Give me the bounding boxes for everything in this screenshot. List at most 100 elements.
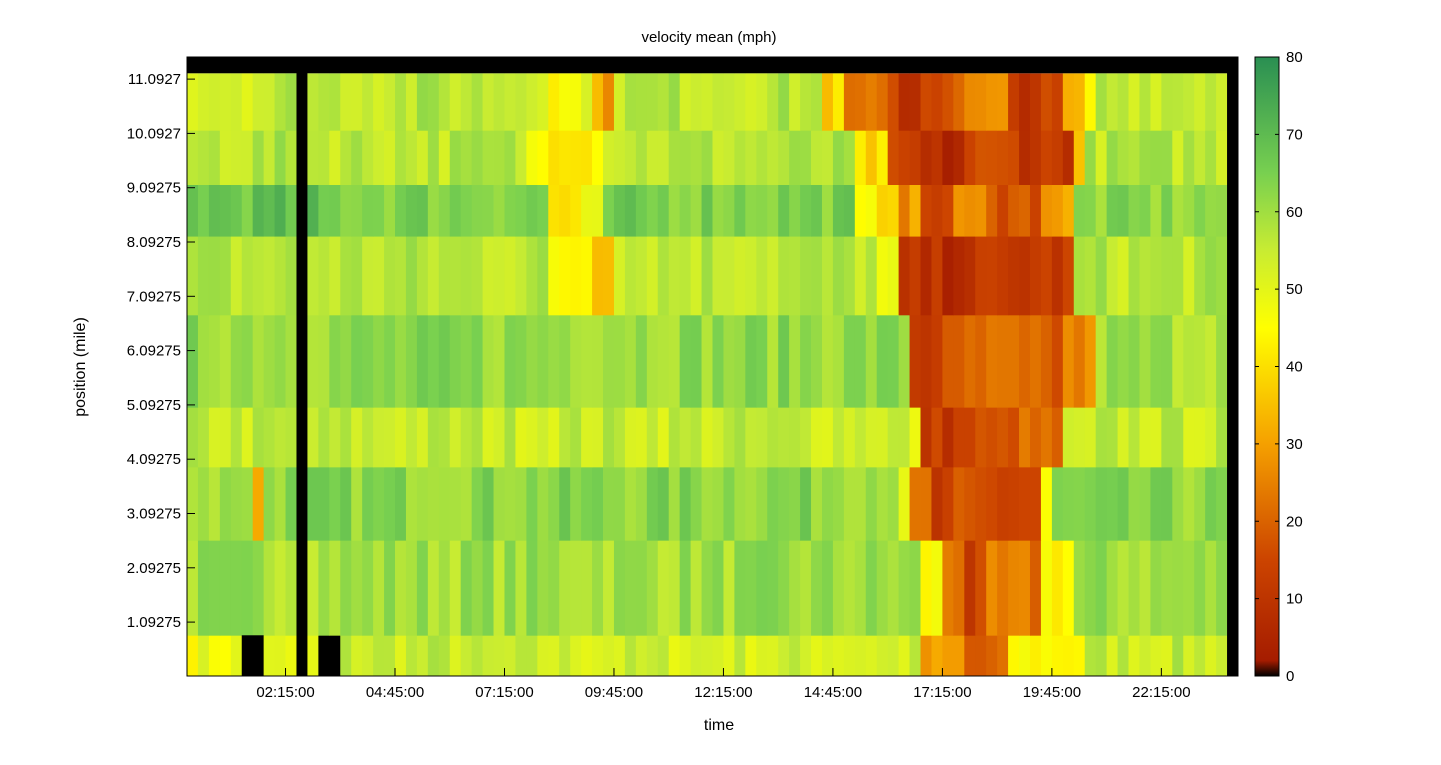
heatmap-cell [263, 73, 275, 131]
heatmap-cell [373, 314, 385, 408]
missing-data-cell [296, 57, 308, 676]
heatmap-cell [493, 130, 505, 185]
heatmap-cell [351, 540, 363, 636]
heatmap-cell [318, 314, 330, 408]
heatmap-cell [843, 635, 856, 677]
heatmap-cell [1019, 236, 1031, 316]
heatmap-cell [219, 184, 232, 237]
heatmap-cell [1183, 130, 1195, 185]
heatmap-cell [351, 314, 363, 408]
colorbar-tick-label: 60 [1286, 204, 1303, 221]
heatmap-cell [854, 466, 867, 541]
heatmap-cell [942, 314, 954, 408]
heatmap-cell [449, 540, 462, 636]
heatmap-cell [537, 130, 549, 185]
heatmap-cell [1205, 466, 1217, 541]
heatmap-cell [274, 236, 286, 316]
heatmap-cells [187, 73, 1239, 677]
heatmap-cell [493, 236, 505, 316]
heatmap-cell [416, 635, 429, 677]
heatmap-cell [953, 184, 965, 237]
heatmap-cell [318, 635, 330, 677]
heatmap-cell [1051, 73, 1064, 131]
heatmap-cell [821, 540, 834, 636]
heatmap-cell [942, 466, 954, 541]
heatmap-cell [624, 314, 637, 408]
heatmap-cell [964, 466, 976, 541]
heatmap-cell [789, 635, 801, 677]
heatmap-cell [800, 540, 812, 636]
heatmap-cell [384, 236, 396, 316]
heatmap-cell [701, 407, 713, 468]
heatmap-cell [1150, 540, 1162, 636]
heatmap-cell [778, 314, 790, 408]
heatmap-cell [723, 73, 735, 131]
heatmap-cell [241, 184, 254, 237]
heatmap-cell [603, 314, 615, 408]
heatmap-cell [1062, 635, 1075, 677]
heatmap-cell [1019, 407, 1031, 468]
missing-data-cells [187, 57, 1238, 676]
heatmap-cell [811, 73, 823, 131]
heatmap-cell [745, 466, 757, 541]
heatmap-cell [1117, 540, 1129, 636]
heatmap-cell [679, 466, 692, 541]
heatmap-cell [329, 130, 341, 185]
heatmap-cell [1106, 540, 1118, 636]
heatmap-cell [778, 130, 790, 185]
heatmap-cell [208, 407, 221, 468]
heatmap-cell [843, 236, 856, 316]
heatmap-cell [767, 130, 779, 185]
heatmap-cell [1029, 466, 1042, 541]
heatmap-cell [811, 635, 823, 677]
heatmap-cell [865, 73, 878, 131]
heatmap-cell [832, 314, 845, 408]
heatmap-cell [493, 635, 505, 677]
heatmap-cell [263, 236, 275, 316]
heatmap-cell [307, 466, 319, 541]
heatmap-cell [657, 73, 670, 131]
heatmap-cell [701, 73, 713, 131]
heatmap-cell [1019, 635, 1031, 677]
heatmap-cell [778, 184, 790, 237]
heatmap-cell [362, 407, 374, 468]
heatmap-cell [646, 635, 659, 677]
heatmap-cell [493, 407, 505, 468]
heatmap-cell [1095, 466, 1108, 541]
heatmap-cell [548, 407, 560, 468]
heatmap-cell [1008, 635, 1020, 677]
heatmap-cell [986, 73, 998, 131]
heatmap-cell [219, 540, 232, 636]
heatmap-cell [909, 184, 921, 237]
heatmap-cell [986, 635, 998, 677]
chart-title: velocity mean (mph) [641, 29, 776, 46]
heatmap-cell [373, 236, 385, 316]
heatmap-cell [909, 130, 921, 185]
heatmap-cell [865, 184, 878, 237]
heatmap-cell [920, 407, 932, 468]
heatmap-cell [723, 130, 735, 185]
heatmap-cell [997, 635, 1009, 677]
heatmap-cell [482, 466, 494, 541]
heatmap-cell [384, 184, 396, 237]
heatmap-cell [460, 635, 473, 677]
heatmap-cell [504, 184, 516, 237]
heatmap-cell [1205, 314, 1217, 408]
heatmap-cell [285, 73, 297, 131]
heatmap-cell [1051, 236, 1064, 316]
heatmap-cell [756, 130, 768, 185]
heatmap-cell [460, 184, 473, 237]
heatmap-cell [1062, 540, 1075, 636]
y-tick-label: 7.09275 [127, 288, 181, 305]
heatmap-cell [1029, 540, 1042, 636]
heatmap-cell [427, 73, 440, 131]
heatmap-cell [701, 635, 713, 677]
heatmap-cell [646, 407, 659, 468]
heatmap-cell [187, 466, 199, 541]
heatmap-cell [504, 314, 516, 408]
heatmap-cell [449, 184, 462, 237]
heatmap-cell [548, 314, 560, 408]
heatmap-cell [854, 407, 867, 468]
heatmap-cell [1161, 314, 1173, 408]
